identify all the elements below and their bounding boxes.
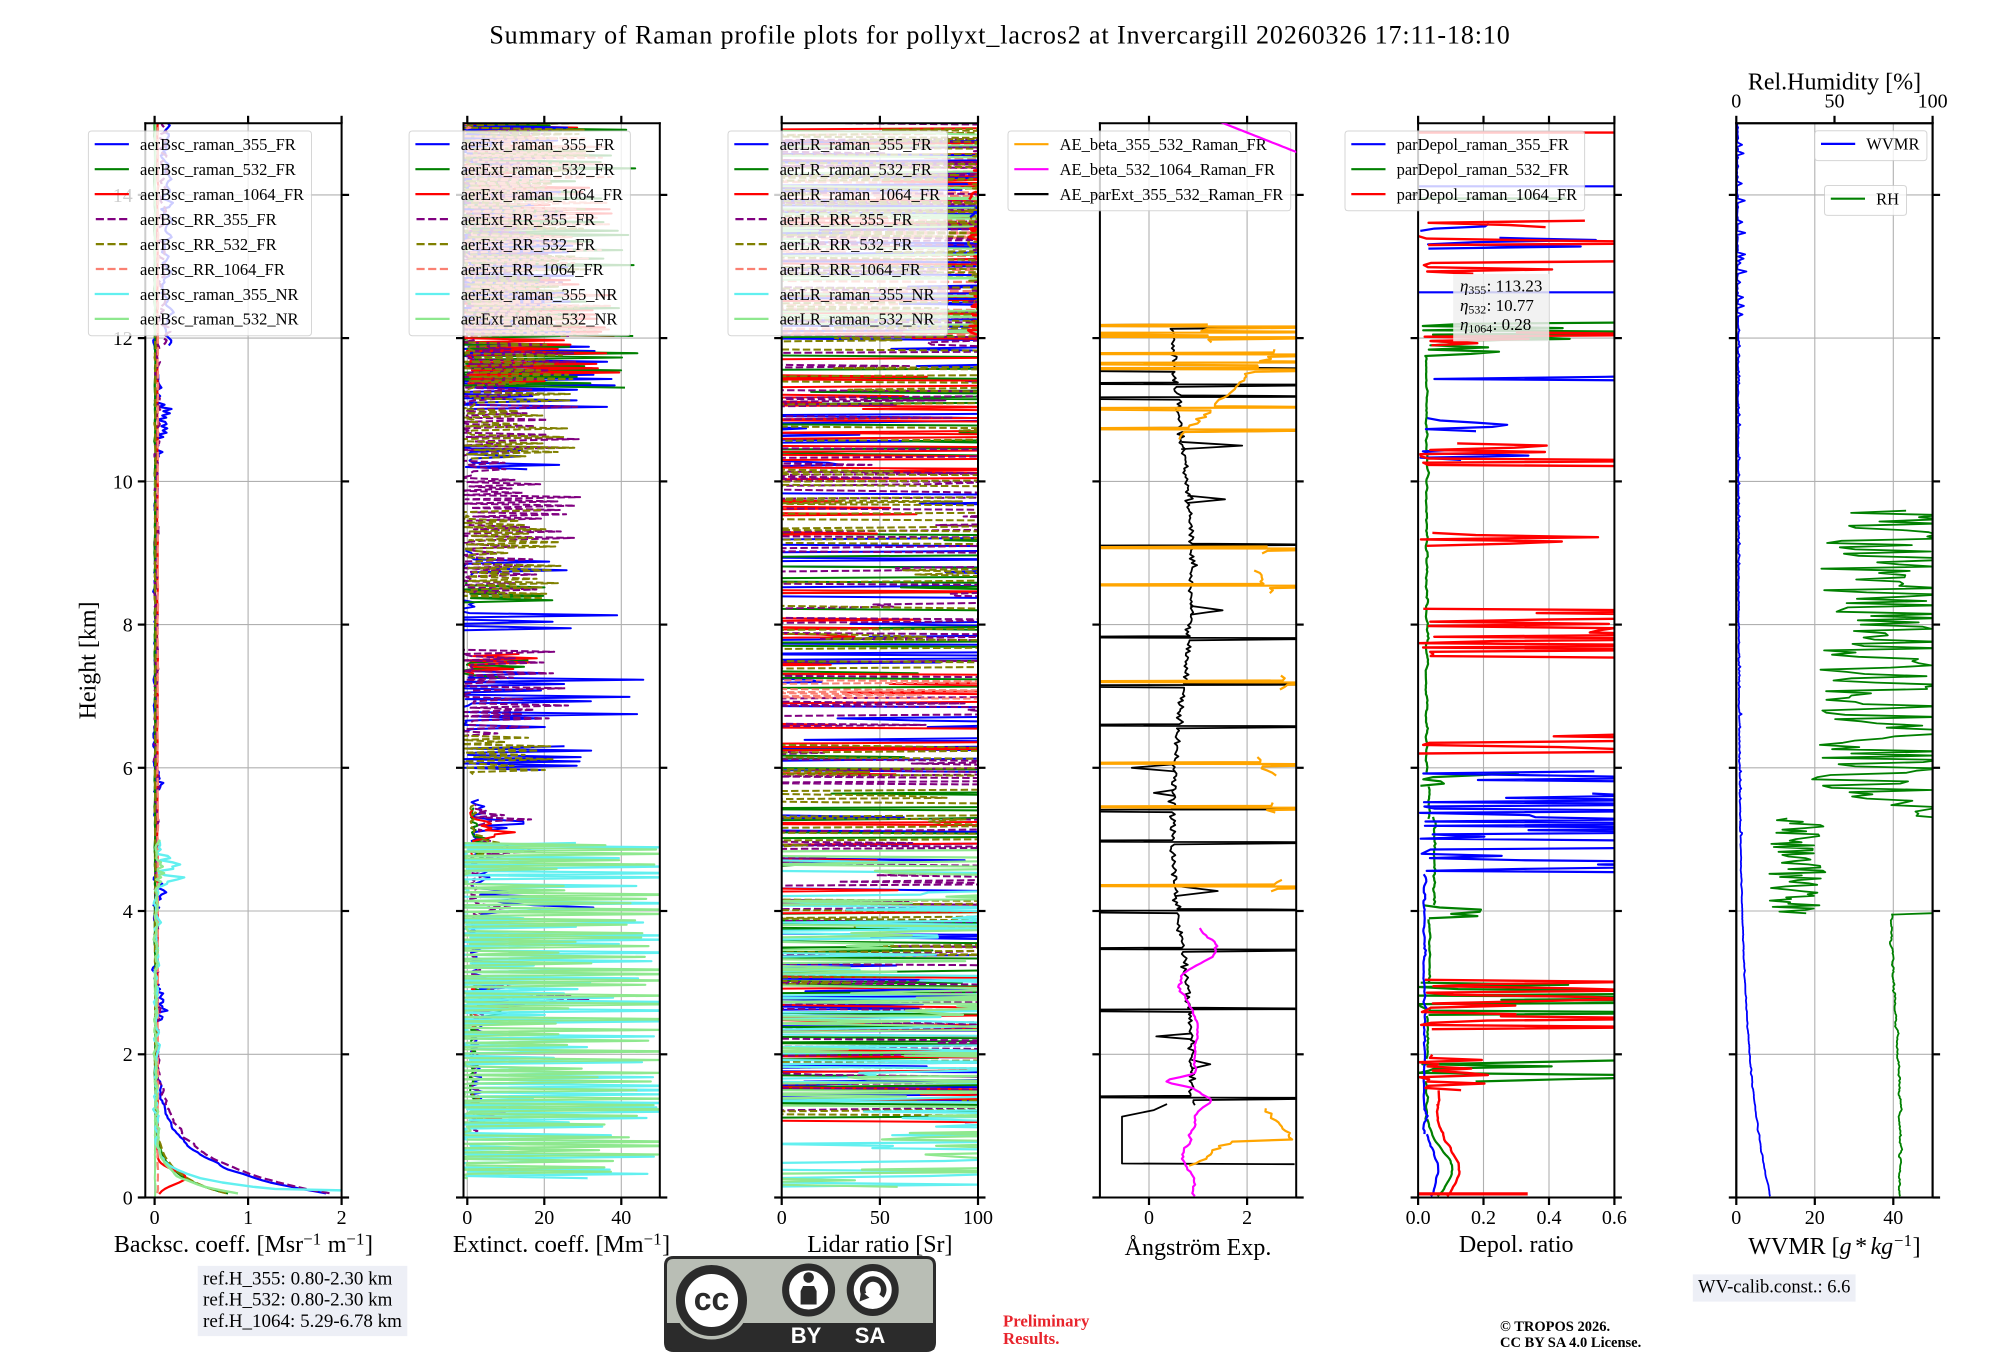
svg-text:aerExt_raman_532_NR: aerExt_raman_532_NR — [461, 310, 618, 329]
svg-text:6: 6 — [123, 758, 133, 780]
svg-text:aerBsc_RR_532_FR: aerBsc_RR_532_FR — [140, 235, 277, 254]
svg-text:2: 2 — [337, 1207, 347, 1229]
svg-text:© TROPOS 2026.: © TROPOS 2026. — [1500, 1319, 1610, 1335]
svg-text:aerBsc_raman_355_NR: aerBsc_raman_355_NR — [140, 285, 299, 304]
svg-text:parDepol_raman_1064_FR: parDepol_raman_1064_FR — [1397, 185, 1578, 204]
svg-text:2: 2 — [1242, 1207, 1252, 1229]
svg-text:WVMR: WVMR — [1866, 135, 1919, 154]
svg-text:aerLR_raman_532_FR: aerLR_raman_532_FR — [780, 160, 932, 179]
svg-text:0: 0 — [777, 1207, 787, 1229]
svg-text:aerBsc_raman_1064_FR: aerBsc_raman_1064_FR — [140, 185, 304, 204]
svg-text:parDepol_raman_532_FR: parDepol_raman_532_FR — [1397, 160, 1569, 179]
svg-text:0: 0 — [462, 1207, 472, 1229]
svg-text:Depol. ratio: Depol. ratio — [1459, 1232, 1574, 1258]
svg-text:0.4: 0.4 — [1537, 1207, 1562, 1229]
svg-text:RH: RH — [1876, 190, 1899, 209]
svg-text:ref.H_532: 0.80-2.30 km: ref.H_532: 0.80-2.30 km — [203, 1290, 393, 1311]
svg-text:AE_beta_355_532_Raman_FR: AE_beta_355_532_Raman_FR — [1060, 135, 1267, 154]
svg-text:8: 8 — [123, 615, 133, 637]
svg-text:40: 40 — [611, 1207, 631, 1229]
svg-text:aerLR_raman_355_NR: aerLR_raman_355_NR — [780, 285, 935, 304]
svg-text:η532:10.77: η532: 10.77 — [1460, 296, 1534, 316]
svg-text:Height [km]: Height [km] — [76, 601, 102, 719]
svg-text:aerExt_raman_355_FR: aerExt_raman_355_FR — [461, 135, 615, 154]
svg-text:4: 4 — [123, 901, 133, 923]
svg-text:aerExt_RR_355_FR: aerExt_RR_355_FR — [461, 210, 596, 229]
svg-text:100: 100 — [963, 1207, 993, 1229]
svg-text:40: 40 — [1883, 1207, 1903, 1229]
svg-text:0: 0 — [1731, 1207, 1741, 1229]
svg-text:AE_beta_532_1064_Raman_FR: AE_beta_532_1064_Raman_FR — [1060, 160, 1275, 179]
svg-text:Rel.Humidity [%]: Rel.Humidity [%] — [1748, 70, 1921, 96]
svg-text:aerBsc_RR_355_FR: aerBsc_RR_355_FR — [140, 210, 277, 229]
svg-text:BY: BY — [791, 1323, 822, 1348]
svg-text:0.6: 0.6 — [1602, 1207, 1627, 1229]
svg-text:CC BY SA 4.0 License.: CC BY SA 4.0 License. — [1500, 1335, 1641, 1351]
svg-text:aerExt_RR_1064_FR: aerExt_RR_1064_FR — [461, 260, 604, 279]
svg-text:aerLR_RR_355_FR: aerLR_RR_355_FR — [780, 210, 913, 229]
svg-text:ref.H_355: 0.80-2.30 km: ref.H_355: 0.80-2.30 km — [203, 1268, 393, 1289]
svg-text:Summary of Raman profile plots: Summary of Raman profile plots for polly… — [489, 20, 1510, 49]
svg-text:η1064:0.28: η1064: 0.28 — [1460, 315, 1531, 335]
svg-text:10: 10 — [113, 471, 133, 493]
svg-text:AE_parExt_355_532_Raman_FR: AE_parExt_355_532_Raman_FR — [1060, 185, 1284, 204]
svg-text:aerLR_RR_1064_FR: aerLR_RR_1064_FR — [780, 260, 921, 279]
svg-text:ref.H_1064: 5.29-6.78 km: ref.H_1064: 5.29-6.78 km — [203, 1311, 402, 1332]
svg-text:aerLR_raman_355_FR: aerLR_raman_355_FR — [780, 135, 932, 154]
svg-text:0: 0 — [1144, 1207, 1154, 1229]
svg-text:0: 0 — [123, 1187, 133, 1209]
svg-text:WV-calib.const.: 6.6: WV-calib.const.: 6.6 — [1698, 1277, 1850, 1297]
svg-text:0.0: 0.0 — [1406, 1207, 1431, 1229]
svg-text:aerExt_RR_532_FR: aerExt_RR_532_FR — [461, 235, 596, 254]
svg-text:100: 100 — [1918, 91, 1948, 113]
svg-text:aerLR_raman_1064_FR: aerLR_raman_1064_FR — [780, 185, 940, 204]
svg-text:0: 0 — [1731, 91, 1741, 113]
svg-text:aerBsc_raman_532_NR: aerBsc_raman_532_NR — [140, 310, 299, 329]
svg-text:WVMR[*]gkg−1: WVMR[*]g kg−1 — [1748, 1231, 1920, 1260]
svg-text:2: 2 — [123, 1044, 133, 1066]
svg-text:SA: SA — [855, 1323, 886, 1348]
svg-text:aerExt_raman_1064_FR: aerExt_raman_1064_FR — [461, 185, 623, 204]
svg-text:0.2: 0.2 — [1471, 1207, 1496, 1229]
svg-text:aerLR_raman_532_NR: aerLR_raman_532_NR — [780, 310, 935, 329]
svg-text:0: 0 — [150, 1207, 160, 1229]
svg-text:50: 50 — [1825, 91, 1845, 113]
svg-text:aerBsc_raman_532_FR: aerBsc_raman_532_FR — [140, 160, 296, 179]
svg-text:aerBsc_raman_355_FR: aerBsc_raman_355_FR — [140, 135, 296, 154]
svg-text:1: 1 — [243, 1207, 253, 1229]
svg-text:aerExt_raman_355_NR: aerExt_raman_355_NR — [461, 285, 618, 304]
svg-text:parDepol_raman_355_FR: parDepol_raman_355_FR — [1397, 135, 1569, 154]
svg-text:Preliminary: Preliminary — [1003, 1312, 1090, 1331]
svg-text:Results.: Results. — [1003, 1329, 1059, 1348]
svg-text:20: 20 — [534, 1207, 554, 1229]
svg-text:20: 20 — [1805, 1207, 1825, 1229]
svg-text:aerLR_RR_532_FR: aerLR_RR_532_FR — [780, 235, 913, 254]
svg-text:η355:113.23: η355: 113.23 — [1460, 277, 1542, 297]
svg-text:aerExt_raman_532_FR: aerExt_raman_532_FR — [461, 160, 615, 179]
svg-text:cc: cc — [694, 1281, 730, 1317]
svg-text:Ångström Exp.: Ångström Exp. — [1125, 1235, 1272, 1261]
svg-text:Lidar ratio [Sr]: Lidar ratio [Sr] — [807, 1232, 952, 1258]
svg-text:Extinct.coeff.[Mm]−1: Extinct. coeff. [Mm]−1 — [453, 1229, 670, 1258]
svg-text:50: 50 — [870, 1207, 890, 1229]
svg-text:aerBsc_RR_1064_FR: aerBsc_RR_1064_FR — [140, 260, 285, 279]
